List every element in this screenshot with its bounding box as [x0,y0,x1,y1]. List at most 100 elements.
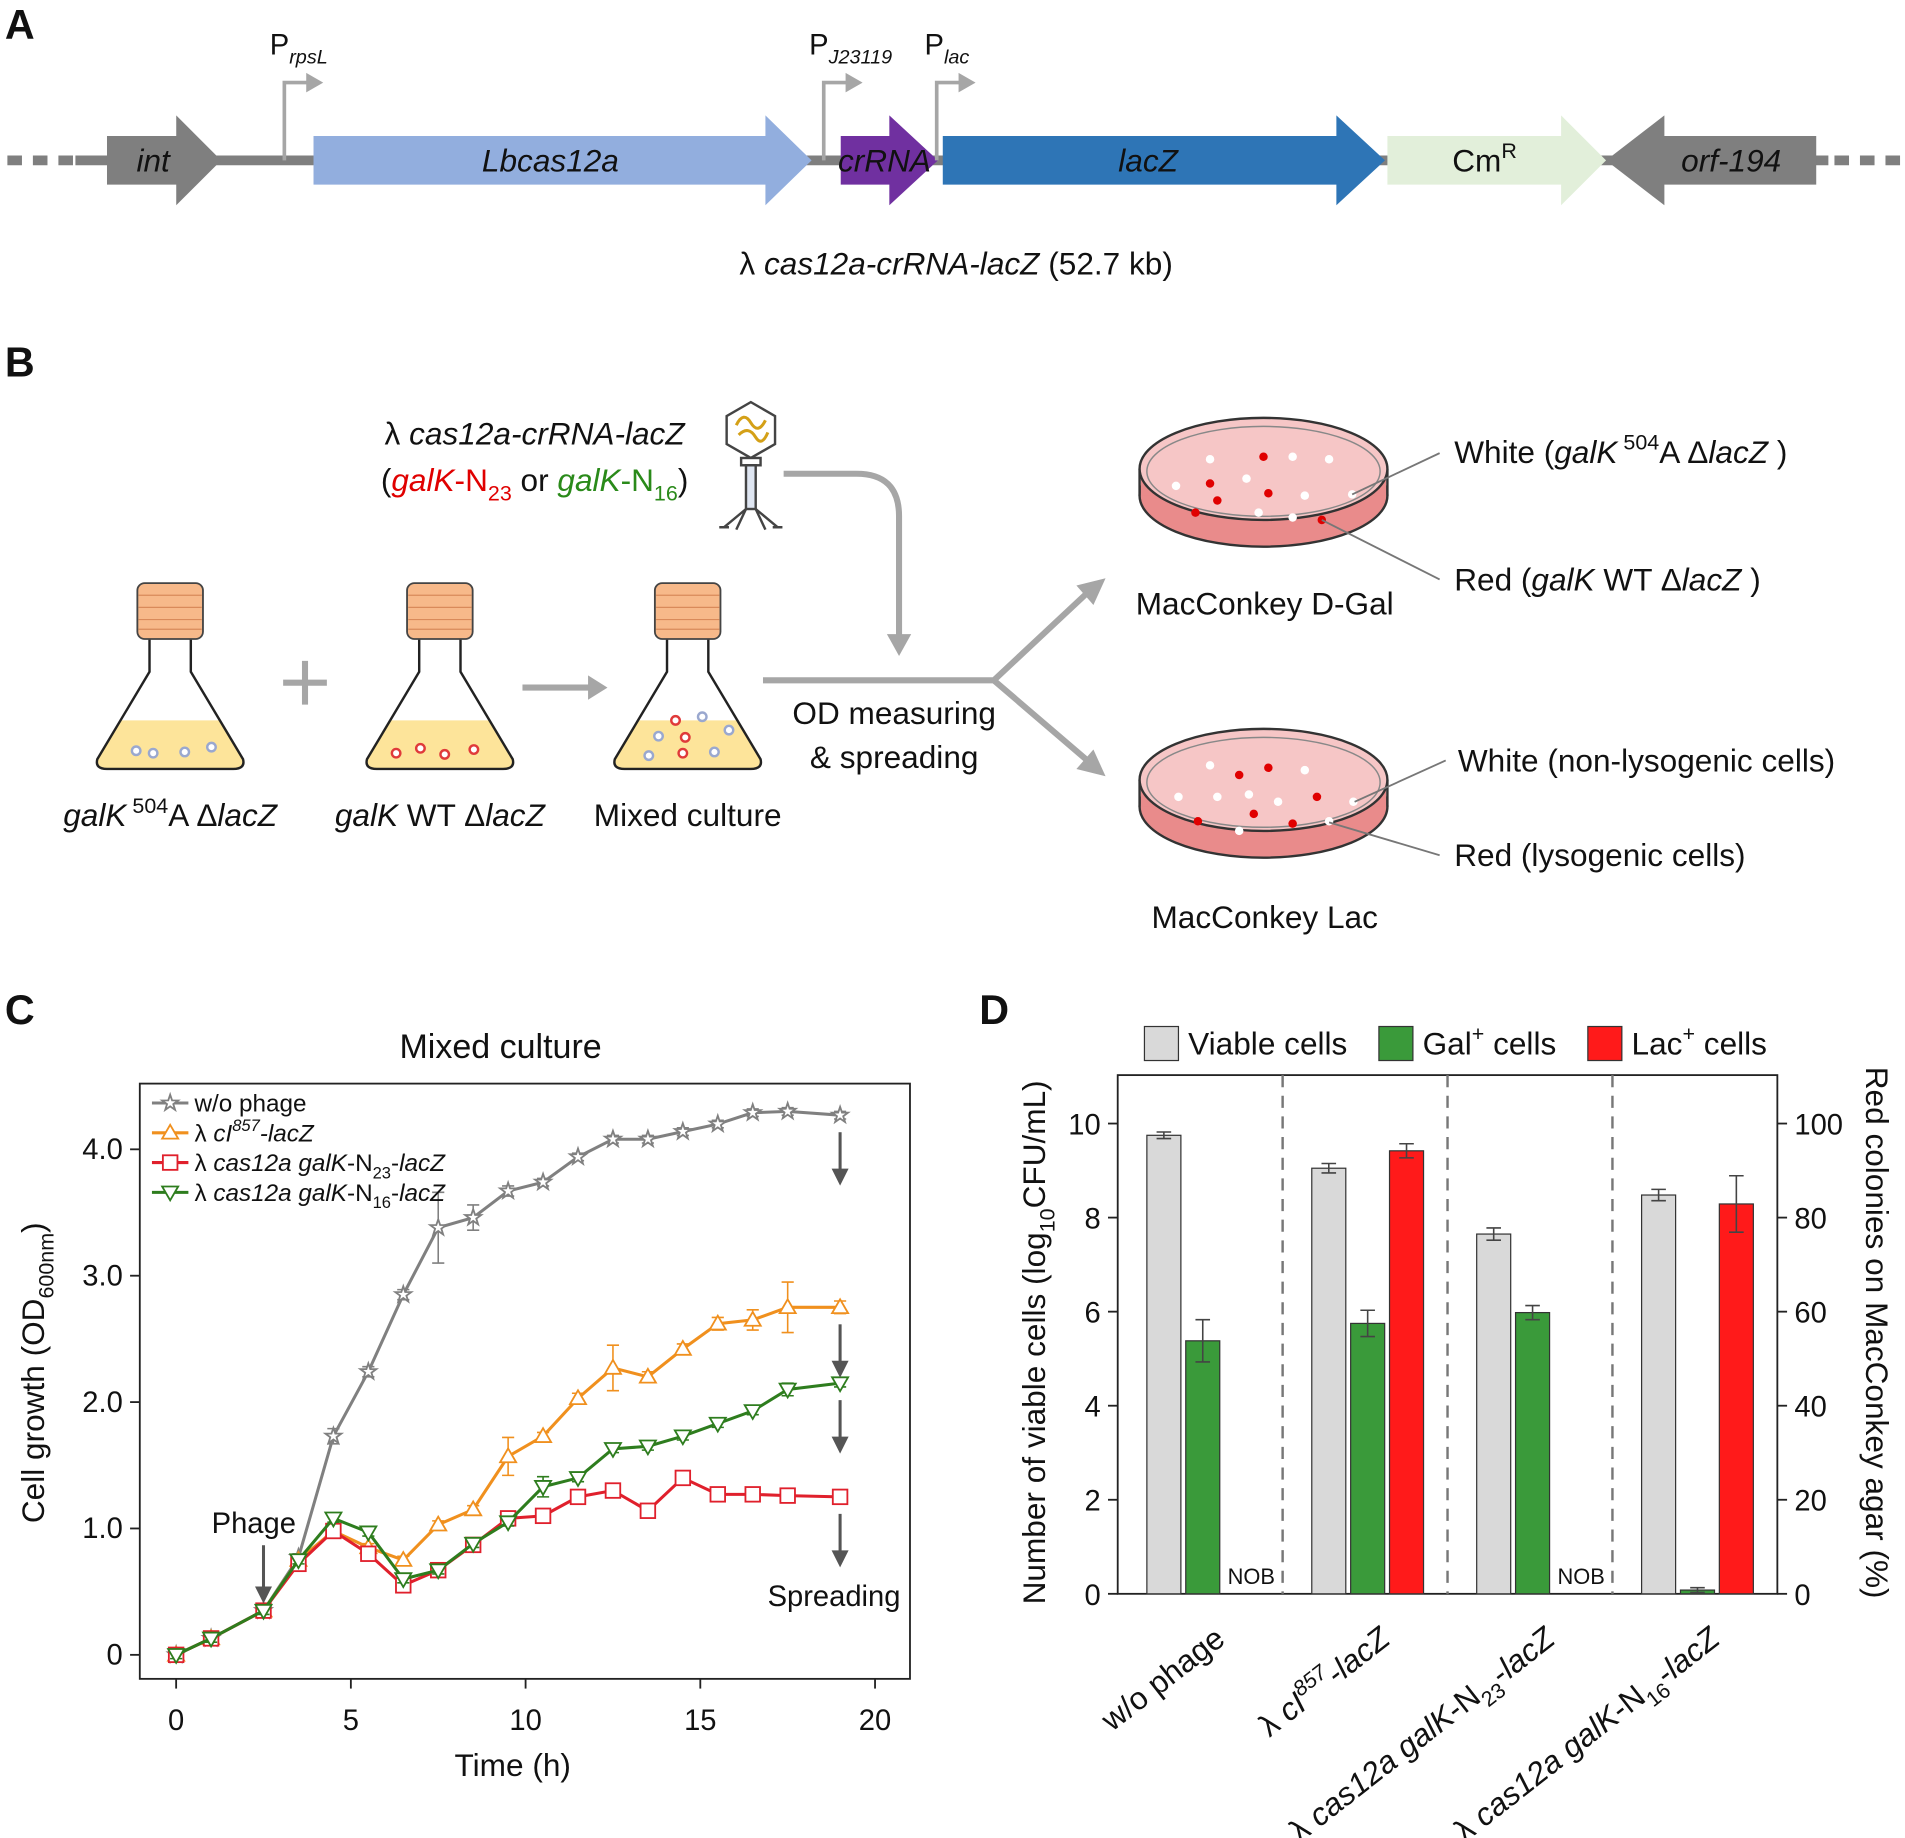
colony [1264,488,1273,498]
marker [708,1416,728,1434]
text-span: -N [347,1150,373,1177]
colony [1249,809,1259,819]
y2-tick-label: 100 [1794,1109,1843,1141]
text-span: WT Δ [1595,561,1682,597]
y-tick-label: 10 [1068,1109,1100,1141]
promoter-head [306,72,324,93]
flask-label: Mixed culture [594,797,782,833]
x-tick-label: 20 [859,1705,891,1737]
value-label: NOB [1557,1564,1604,1589]
colony [1213,792,1222,802]
error-bar [1360,1309,1375,1338]
plate-label: MacConkey Lac [1151,899,1377,935]
gene-label: crRNA [838,142,931,178]
marker [462,1206,484,1227]
text-span: cas12a-crRNA-lacZ [764,246,1041,282]
text-span: cells [1484,1025,1556,1061]
text-span: rpsL [289,46,328,68]
plate-agar [1138,416,1389,522]
x-tick-label: 10 [509,1705,541,1737]
curved-arrow [783,470,903,638]
colony [1300,765,1310,775]
cell-dot [643,750,655,762]
text-span: lacZ [485,797,546,833]
y-tick-label: 3.0 [82,1260,123,1292]
error-bar [1525,1304,1540,1321]
marker [463,1499,483,1517]
branch [762,590,1090,763]
text-span: Lac [1632,1025,1683,1061]
series-line [175,1476,841,1657]
text-span: - [391,1150,399,1177]
chart-title: Mixed culture [399,1028,601,1066]
flask-body [95,638,245,771]
text-span: or [512,462,558,498]
text-span: - [391,1180,399,1207]
text-span: orf-194 [1681,142,1781,178]
colony [1234,770,1244,780]
text-span: Cm [1452,142,1501,178]
y-tick-label: 0 [1084,1580,1100,1612]
text-span: WT Δ [398,797,485,833]
arrow-head [1076,749,1106,777]
colony [1317,515,1327,525]
marker [322,1424,345,1446]
y2-tick-label: 80 [1794,1204,1826,1236]
text-span: lacZ [1118,142,1179,178]
bar [1514,1311,1551,1595]
phage-legs [719,508,783,531]
marker [498,1446,518,1464]
marker [201,1631,221,1649]
text-span: 857 [232,1116,260,1135]
marker [743,1404,763,1421]
colony [1254,508,1263,517]
text-span: -lacZ [260,1120,315,1147]
marker [393,1550,413,1567]
phage-dna [734,415,770,443]
text-span: + [1472,1022,1485,1046]
marker [358,1525,378,1543]
flask-liquid [96,720,244,769]
flask-liquid [614,720,761,769]
marker [463,1536,483,1554]
phage-label: λ cas12a-crRNA-lacZ [385,416,687,452]
text-span: Red ( [1454,561,1532,597]
text-span: galK [63,797,128,833]
colony-label: Red (lysogenic cells) [1454,837,1745,873]
marker [497,1179,519,1201]
gene-arrow [840,115,938,206]
y-tick-label: 6 [1084,1298,1100,1330]
cell-dot [206,741,217,753]
marker [392,1283,414,1304]
marker [166,1648,186,1665]
text-span: -N [347,1180,373,1207]
cell-dot [670,714,681,726]
cell-dot [179,746,191,758]
panel-letter: C [5,987,35,1033]
text-span: A Δ [1659,434,1708,470]
cell-dot [147,747,159,759]
x-axis-label: Time (h) [455,1747,571,1783]
plus [283,660,327,705]
marker [709,1486,726,1503]
y2-tick-label: 20 [1794,1486,1826,1518]
text-span: ( [381,462,392,498]
colony [1193,816,1203,826]
flask-body [613,638,763,771]
colony [1264,763,1273,773]
text-span: 23 [488,481,512,505]
y-tick-label: 4.0 [82,1134,123,1166]
error-bar [1486,1227,1501,1241]
bar [1476,1233,1512,1595]
bar [1718,1203,1754,1595]
text-span: cas12a galK [213,1180,348,1207]
colony [1213,496,1222,505]
y2-tick-label: 40 [1794,1392,1826,1424]
process-label: & spreading [810,739,979,775]
arrow-head [588,675,608,700]
y-tick-label: 4 [1084,1392,1100,1424]
marker [357,1360,380,1381]
marker [568,1471,588,1488]
text-span: Number of viable cells (log [1016,1232,1052,1604]
marker [779,1487,796,1504]
